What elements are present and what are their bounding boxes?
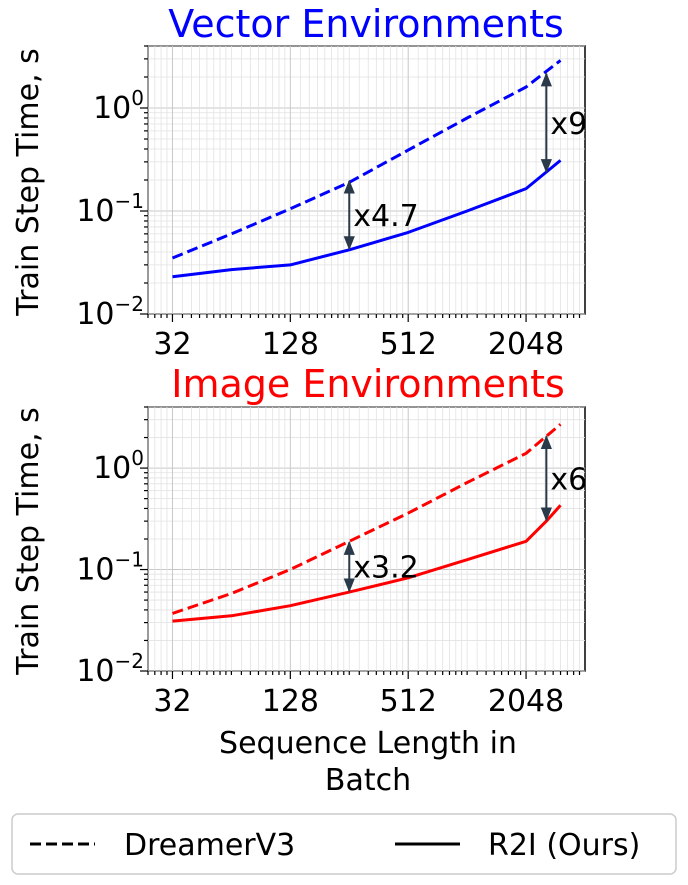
ratio-label: x6 — [550, 462, 587, 497]
x-tick-label: 32 — [153, 684, 191, 719]
y-tick-label: 10−1 — [76, 548, 144, 588]
series-layer — [172, 423, 562, 623]
x-tick-label: 2048 — [488, 327, 564, 362]
y-tick-label: 10−1 — [76, 189, 144, 229]
x-axis-label-line-1: Sequence Length in — [219, 726, 517, 761]
legend-box — [11, 813, 677, 875]
annotation-layer: x4.7 x9 — [343, 72, 587, 251]
x-tick-label: 512 — [380, 327, 437, 362]
x-axis-label-line-2: Batch — [325, 763, 411, 798]
ratio-label: x9 — [550, 107, 587, 142]
x-tick-label: 32 — [153, 327, 191, 362]
ratio-label: x3.2 — [353, 551, 418, 586]
series-line-r2i — [172, 159, 562, 279]
panel-vector-environments: Vector Environments Train Step Time, s x… — [11, 2, 587, 362]
chart-title: Vector Environments — [168, 2, 564, 46]
y-tick-label: 10−2 — [76, 649, 144, 689]
series-line-r2i — [172, 504, 562, 623]
annotation-layer: x3.2 x6 — [343, 434, 587, 593]
tick-layer: 32 128 512 2048 10−2 10−1 100 — [76, 406, 581, 719]
y-tick-label: 10−2 — [76, 292, 144, 332]
chart-title: Image Environments — [171, 362, 565, 406]
series-line-dreamerv3 — [172, 423, 562, 615]
y-axis-label: Train Step Time, s — [11, 407, 46, 675]
legend: DreamerV3 R2I (Ours) — [11, 813, 677, 875]
x-tick-label: 2048 — [488, 684, 564, 719]
legend-label-dreamerv3: DreamerV3 — [124, 828, 295, 863]
legend-label-r2i: R2I (Ours) — [488, 828, 640, 863]
y-tick-label: 100 — [93, 446, 144, 486]
grid — [147, 406, 585, 672]
series-line-dreamerv3 — [171, 59, 562, 260]
x-tick-label: 128 — [262, 327, 319, 362]
ratio-label: x4.7 — [353, 199, 418, 234]
tick-layer: 32 128 512 2048 10−2 10−1 100 — [76, 45, 581, 362]
y-axis-label: Train Step Time, s — [11, 48, 46, 316]
y-tick-label: 100 — [93, 86, 144, 126]
grid — [147, 45, 585, 315]
series-layer — [171, 59, 562, 279]
panel-image-environments: Image Environments Train Step Time, s x3… — [11, 362, 587, 798]
x-tick-label: 128 — [262, 684, 319, 719]
x-tick-label: 512 — [380, 684, 437, 719]
